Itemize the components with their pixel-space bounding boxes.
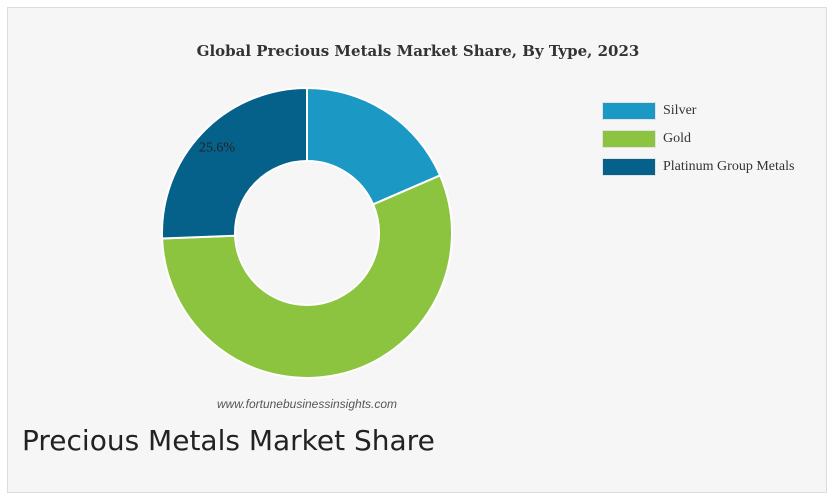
donut-slice-platinum-group-metals[interactable]: [161, 86, 308, 240]
source-watermark: www.fortunebusinessinsights.com: [216, 397, 398, 411]
legend-label-silver: Silver: [663, 103, 697, 118]
donut-slice-silver[interactable]: [306, 86, 442, 206]
legend-label-platinum-group-metals: Platinum Group Metals: [663, 159, 795, 174]
legend-label-gold: Gold: [663, 131, 691, 146]
legend-item-silver[interactable]: Silver: [603, 97, 794, 125]
data-label-platinum-group-metals: 25.6%: [199, 140, 236, 155]
chart-legend: Silver Gold Platinum Group Metals: [603, 97, 794, 181]
legend-swatch-platinum-group-metals: [603, 159, 655, 175]
figure-caption: Precious Metals Market Share: [22, 424, 435, 457]
donut-slice-gold[interactable]: [161, 174, 453, 379]
legend-item-gold[interactable]: Gold: [603, 125, 794, 153]
legend-swatch-silver: [603, 103, 655, 119]
chart-title: Global Precious Metals Market Share, By …: [196, 42, 640, 60]
legend-item-platinum-group-metals[interactable]: Platinum Group Metals: [603, 153, 794, 181]
legend-swatch-gold: [603, 131, 655, 147]
